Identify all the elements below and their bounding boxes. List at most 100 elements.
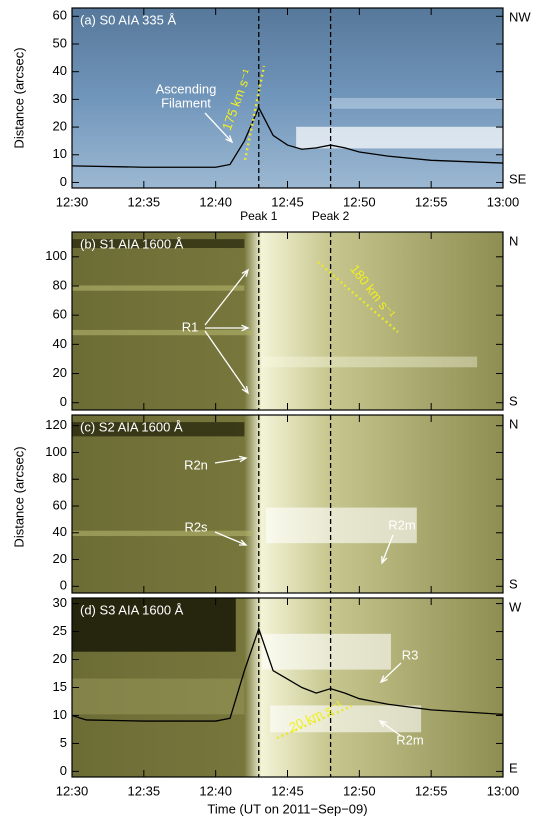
intensity-streak — [270, 705, 422, 733]
y-tick-label: 80 — [53, 471, 67, 486]
intensity-streak — [72, 329, 254, 336]
x-tick-label: 13:00 — [487, 194, 520, 209]
arrow-head — [239, 455, 248, 463]
arrow-head — [238, 539, 248, 546]
x-tick-label: 12:45 — [271, 783, 304, 798]
annotation: R3 — [402, 647, 419, 662]
x-tick-label: 12:40 — [199, 194, 232, 209]
side-label: S — [509, 576, 518, 591]
x-tick-label: 12:50 — [343, 783, 376, 798]
arrow-head — [225, 135, 234, 144]
side-label: N — [509, 233, 518, 248]
intensity-streak — [261, 633, 391, 670]
y-tick-label: 50 — [53, 35, 67, 50]
intensity-streak — [72, 422, 245, 437]
y-tick-label: 0 — [60, 578, 67, 593]
y-tick-label: 20 — [53, 119, 67, 134]
x-axis-label: Time (UT on 2011−Sep−09) — [207, 801, 367, 816]
y-tick-label: 60 — [53, 497, 67, 512]
y-axis-label: Distance (arcsec) — [11, 446, 26, 547]
y-tick-label: 60 — [53, 8, 67, 23]
annotation: Ascending — [156, 81, 217, 96]
intensity-streak — [72, 285, 245, 291]
arrow-head — [378, 720, 387, 728]
arrow — [380, 662, 402, 683]
y-tick-label: 0 — [60, 394, 67, 409]
arrow-head — [241, 268, 250, 277]
panel-title: (d) S3 AIA 1600 Å — [80, 602, 184, 617]
arrow — [379, 720, 402, 737]
side-label: S — [509, 393, 518, 408]
x-tick-label: 12:35 — [128, 783, 161, 798]
annotation: Filament — [161, 95, 211, 110]
peak-label: Peak 1 — [240, 209, 278, 223]
x-tick-label: 12:30 — [56, 783, 89, 798]
side-label: E — [509, 760, 518, 775]
y-tick-label: 30 — [53, 595, 67, 610]
y-tick-label: 100 — [45, 444, 67, 459]
arrow — [381, 534, 394, 564]
y-tick-label: 40 — [53, 336, 67, 351]
y-tick-label: 100 — [45, 248, 67, 263]
x-tick-label: 12:50 — [343, 194, 376, 209]
annotation: R2m — [396, 732, 423, 747]
speed-fit — [276, 704, 353, 740]
arrow-head — [379, 675, 388, 684]
panel-title: (a) S0 AIA 335 Å — [80, 12, 176, 27]
intensity-streak — [330, 98, 503, 109]
arrow — [214, 457, 247, 464]
x-tick-label: 12:35 — [128, 194, 161, 209]
annotation: R2s — [184, 519, 208, 534]
y-tick-label: 10 — [53, 146, 67, 161]
panel-title: (b) S1 AIA 1600 Å — [80, 236, 184, 251]
y-tick-label: 0 — [60, 174, 67, 189]
y-tick-label: 20 — [53, 651, 67, 666]
peak-label: Peak 2 — [312, 209, 350, 223]
intensity-streak — [72, 530, 254, 537]
intensity-streak — [261, 356, 478, 368]
annotation: R1 — [182, 319, 199, 334]
y-tick-label: 40 — [53, 524, 67, 539]
y-tick-label: 30 — [53, 91, 67, 106]
y-tick-label: 0 — [60, 763, 67, 778]
plot-background — [72, 232, 503, 410]
x-tick-label: 12:55 — [415, 194, 448, 209]
panel-title: (c) S2 AIA 1600 Å — [80, 419, 183, 434]
side-label: SE — [509, 171, 527, 186]
y-axis-label: Distance (arcsec) — [11, 47, 26, 148]
arrow — [204, 112, 233, 143]
annotation: R2n — [184, 457, 208, 472]
x-tick-label: 12:40 — [199, 783, 232, 798]
side-label: NW — [509, 9, 531, 24]
y-tick-label: 60 — [53, 307, 67, 322]
speed-fit — [243, 65, 266, 161]
plot-background — [72, 8, 503, 188]
y-tick-label: 5 — [60, 735, 67, 750]
arrow-head — [381, 555, 388, 565]
arrow-head — [241, 386, 249, 395]
intensity-streak — [296, 126, 548, 149]
annotation: R2m — [388, 517, 415, 532]
y-tick-label: 20 — [53, 551, 67, 566]
side-label: W — [509, 599, 522, 614]
intensity-streak — [72, 678, 245, 715]
side-label: N — [509, 416, 518, 431]
x-tick-label: 12:30 — [56, 194, 89, 209]
y-tick-label: 20 — [53, 365, 67, 380]
arrow-head — [241, 324, 250, 332]
light-curve — [71, 626, 504, 722]
arrow — [204, 330, 249, 394]
y-tick-label: 120 — [45, 417, 67, 432]
intensity-streak — [72, 598, 236, 652]
y-tick-label: 40 — [53, 63, 67, 78]
arrow — [214, 531, 247, 546]
y-tick-label: 15 — [53, 679, 67, 694]
y-tick-label: 80 — [53, 277, 67, 292]
x-tick-label: 12:45 — [271, 194, 304, 209]
arrow — [204, 269, 249, 326]
intensity-streak — [72, 239, 245, 249]
x-tick-label: 13:00 — [487, 783, 520, 798]
light-curve — [71, 106, 504, 168]
